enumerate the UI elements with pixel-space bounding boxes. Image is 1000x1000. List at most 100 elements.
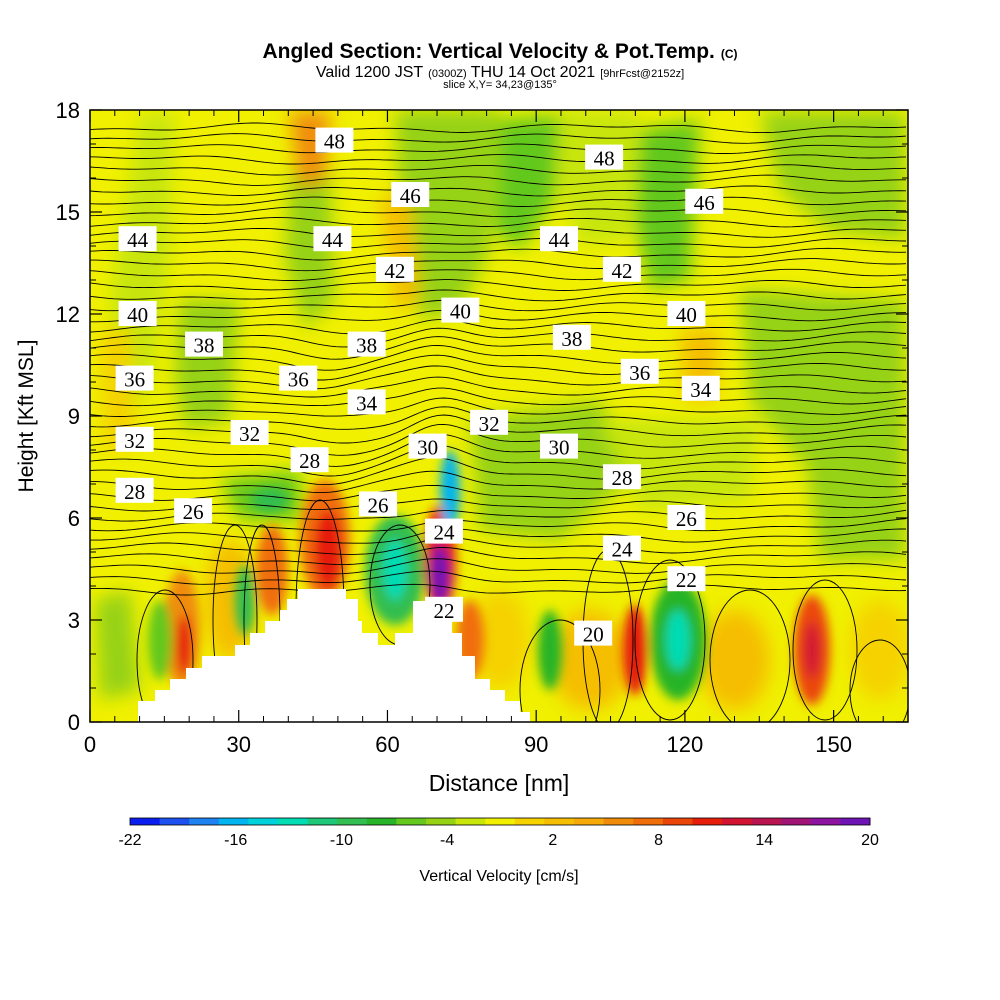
theta-contour — [90, 122, 907, 134]
colorbar-swatch — [218, 818, 249, 825]
theta-label-text: 22 — [676, 568, 697, 592]
colorbar-swatch — [781, 818, 812, 825]
theta-label: 30 — [408, 433, 447, 460]
theta-label-box — [391, 182, 430, 207]
theta-label: 38 — [552, 324, 591, 351]
band-8 — [740, 290, 905, 460]
theta-label: 38 — [185, 331, 224, 358]
theta-label-text: 48 — [594, 147, 615, 171]
colorbar-tick-label: -22 — [118, 832, 141, 849]
theta-contour — [90, 354, 906, 381]
theta-label-box — [375, 256, 414, 282]
theta-label-text: 38 — [561, 327, 582, 351]
colorbar-swatch — [544, 818, 575, 825]
colorbar-swatch — [396, 818, 427, 825]
cell-contour — [634, 559, 706, 721]
theta-label: 22 — [424, 596, 463, 623]
theta-label-text: 26 — [183, 500, 204, 524]
theta-label-text: 38 — [194, 334, 215, 358]
cell-4 — [470, 590, 530, 690]
theta-label-text: 22 — [433, 599, 454, 623]
colorbar-swatch — [130, 818, 161, 825]
theta-label-text: 20 — [583, 623, 604, 647]
theta-label-text: 34 — [356, 391, 378, 415]
theta-label-box — [115, 477, 154, 503]
colorbar-swatch — [159, 818, 190, 825]
theta-label: 26 — [174, 498, 213, 524]
colorbar-swatch — [337, 818, 368, 825]
cell-contour — [136, 589, 194, 722]
theta-label-text: 36 — [629, 361, 650, 385]
theta-label-text: 28 — [611, 466, 632, 490]
band-7 — [760, 112, 905, 240]
theta-label-box — [539, 433, 578, 459]
valid-time: Valid 1200 JST (0300Z) THU 14 Oct 2021 [9hr… — [316, 64, 684, 81]
core-18 — [804, 622, 820, 678]
theta-label-box — [185, 331, 224, 357]
theta-contour — [90, 433, 907, 467]
theta-label: 36 — [620, 358, 659, 385]
cell-2 — [700, 610, 770, 710]
colorbar-swatch — [603, 818, 634, 825]
theta-contour — [90, 289, 907, 302]
theta-label-box — [115, 426, 154, 452]
colorbar-swatch — [278, 818, 309, 825]
x-tick-label: 90 — [524, 732, 548, 757]
theta-contour — [90, 309, 907, 323]
theta-label: 22 — [667, 566, 706, 592]
theta-label-box — [359, 491, 398, 517]
theta-contour — [90, 206, 907, 218]
core-8 — [383, 540, 407, 600]
theta-label-text: 32 — [239, 422, 260, 446]
theta-contour — [90, 470, 907, 494]
theta-label: 28 — [290, 447, 329, 473]
band-13 — [95, 590, 140, 700]
theta-label-box — [441, 297, 480, 323]
colorbar-swatch — [514, 818, 545, 825]
theta-label: 44 — [539, 226, 578, 252]
theta-contour — [90, 365, 907, 390]
theta-label-text: 32 — [124, 429, 145, 453]
theta-contour — [90, 583, 907, 596]
theta-label-box — [552, 324, 591, 350]
theta-label: 42 — [602, 256, 641, 283]
theta-contour — [90, 247, 907, 261]
theta-label-text: 42 — [384, 259, 405, 283]
colorbar: -22 -16 -10 -4 2 8 14 20 — [118, 817, 879, 849]
theta-contour — [90, 518, 907, 532]
theta-labels: 48 48 46 46 44 44 44 42 42 40 40 40 38 38 38 36 36 36 34 34… — [115, 127, 724, 647]
theta-contour — [90, 279, 907, 291]
theta-contour — [90, 164, 907, 176]
theta-label-text: 34 — [690, 378, 712, 402]
theta-label: 38 — [347, 331, 386, 358]
x-tick-label: 150 — [815, 732, 852, 757]
theta-label-box — [315, 127, 354, 153]
theta-label-text: 24 — [611, 538, 633, 562]
theta-label-box — [470, 409, 509, 435]
core-20 — [252, 488, 288, 512]
theta-label-box — [408, 433, 447, 459]
y-tick-label: 3 — [68, 608, 80, 633]
colorbar-swatch — [426, 818, 457, 825]
theta-label: 28 — [115, 477, 154, 504]
y-tick-label: 15 — [56, 200, 80, 225]
theta-label-box — [681, 375, 720, 401]
colorbar-tick-label: -4 — [440, 832, 454, 849]
theta-label: 40 — [118, 301, 157, 327]
colorbar-swatch — [574, 818, 605, 825]
colorbar-swatch — [722, 818, 753, 825]
theta-label-box — [620, 358, 659, 384]
colorbar-swatch — [692, 818, 723, 825]
theta-label-text: 26 — [676, 507, 697, 531]
theta-label: 32 — [470, 409, 509, 436]
theta-label: 26 — [667, 505, 706, 531]
theta-contour — [90, 196, 907, 207]
theta-contour — [90, 537, 907, 555]
theta-contour — [90, 268, 907, 281]
colorbar-frame — [129, 817, 871, 826]
x-axis-label: Distance [nm] — [429, 770, 570, 796]
cell-contour — [709, 589, 791, 722]
theta-contour — [90, 227, 907, 238]
